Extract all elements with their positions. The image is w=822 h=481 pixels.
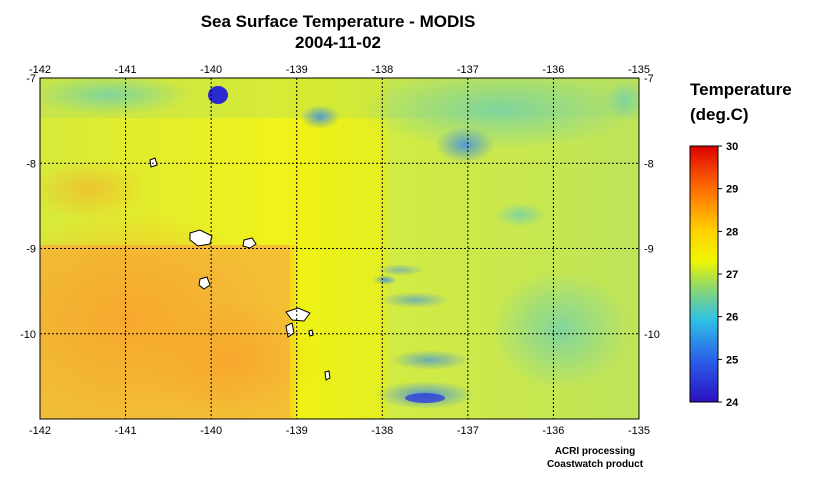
lon-label-top: -136 <box>542 64 564 76</box>
legend-units: (deg.C) <box>690 105 749 124</box>
lat-label-left: -7 <box>26 73 36 85</box>
legend-colorbar <box>689 145 719 403</box>
lat-label-left: -9 <box>26 244 36 256</box>
lon-label-top: -141 <box>115 64 137 76</box>
lat-label-right: -10 <box>644 329 660 341</box>
sst-field <box>40 78 639 419</box>
map-frame <box>39 77 640 420</box>
axis-labels: -142 -142 -141 -141 -140 -140 -139 -139 -138 -138… <box>20 64 660 437</box>
lon-label-bottom: -137 <box>457 425 479 437</box>
legend-title: Temperature <box>690 80 792 99</box>
lon-label-bottom: -138 <box>371 425 393 437</box>
legend-tick-label: 27 <box>726 269 738 281</box>
legend-tick-label: 29 <box>726 184 738 196</box>
lon-label-top: -138 <box>371 64 393 76</box>
graticule <box>40 78 639 419</box>
lon-label-bottom: -142 <box>29 425 51 437</box>
map-date: 2004-11-02 <box>294 33 382 52</box>
lon-label-bottom: -140 <box>200 425 222 437</box>
lat-label-right: -7 <box>644 73 654 85</box>
credit-processing: ACRI processing <box>554 446 636 457</box>
lat-label-left: -8 <box>26 158 36 170</box>
map-title: Sea Surface Temperature - MODIS <box>200 12 476 31</box>
lon-label-bottom: -141 <box>115 425 137 437</box>
legend-tick-label: 30 <box>726 141 738 153</box>
lon-label-top: -139 <box>286 64 308 76</box>
lon-label-bottom: -136 <box>542 425 564 437</box>
lon-label-top: -137 <box>457 64 479 76</box>
lat-label-right: -8 <box>644 158 654 170</box>
legend-ticks: 30 29 28 27 26 25 24 <box>718 141 739 409</box>
lat-label-right: -9 <box>644 244 654 256</box>
lon-label-top: -140 <box>200 64 222 76</box>
land-islands <box>149 157 331 381</box>
lon-label-top: -142 <box>29 64 51 76</box>
legend-tick-label: 24 <box>726 397 739 409</box>
lon-label-bottom: -139 <box>286 425 308 437</box>
lon-label-bottom: -135 <box>628 425 650 437</box>
legend-tick-label: 25 <box>726 354 738 366</box>
legend-tick-label: 26 <box>726 312 738 324</box>
lat-label-left: -10 <box>20 329 36 341</box>
legend-tick-label: 28 <box>726 226 738 238</box>
credit-product: Coastwatch product <box>546 459 644 470</box>
lon-label-top: -135 <box>628 64 650 76</box>
